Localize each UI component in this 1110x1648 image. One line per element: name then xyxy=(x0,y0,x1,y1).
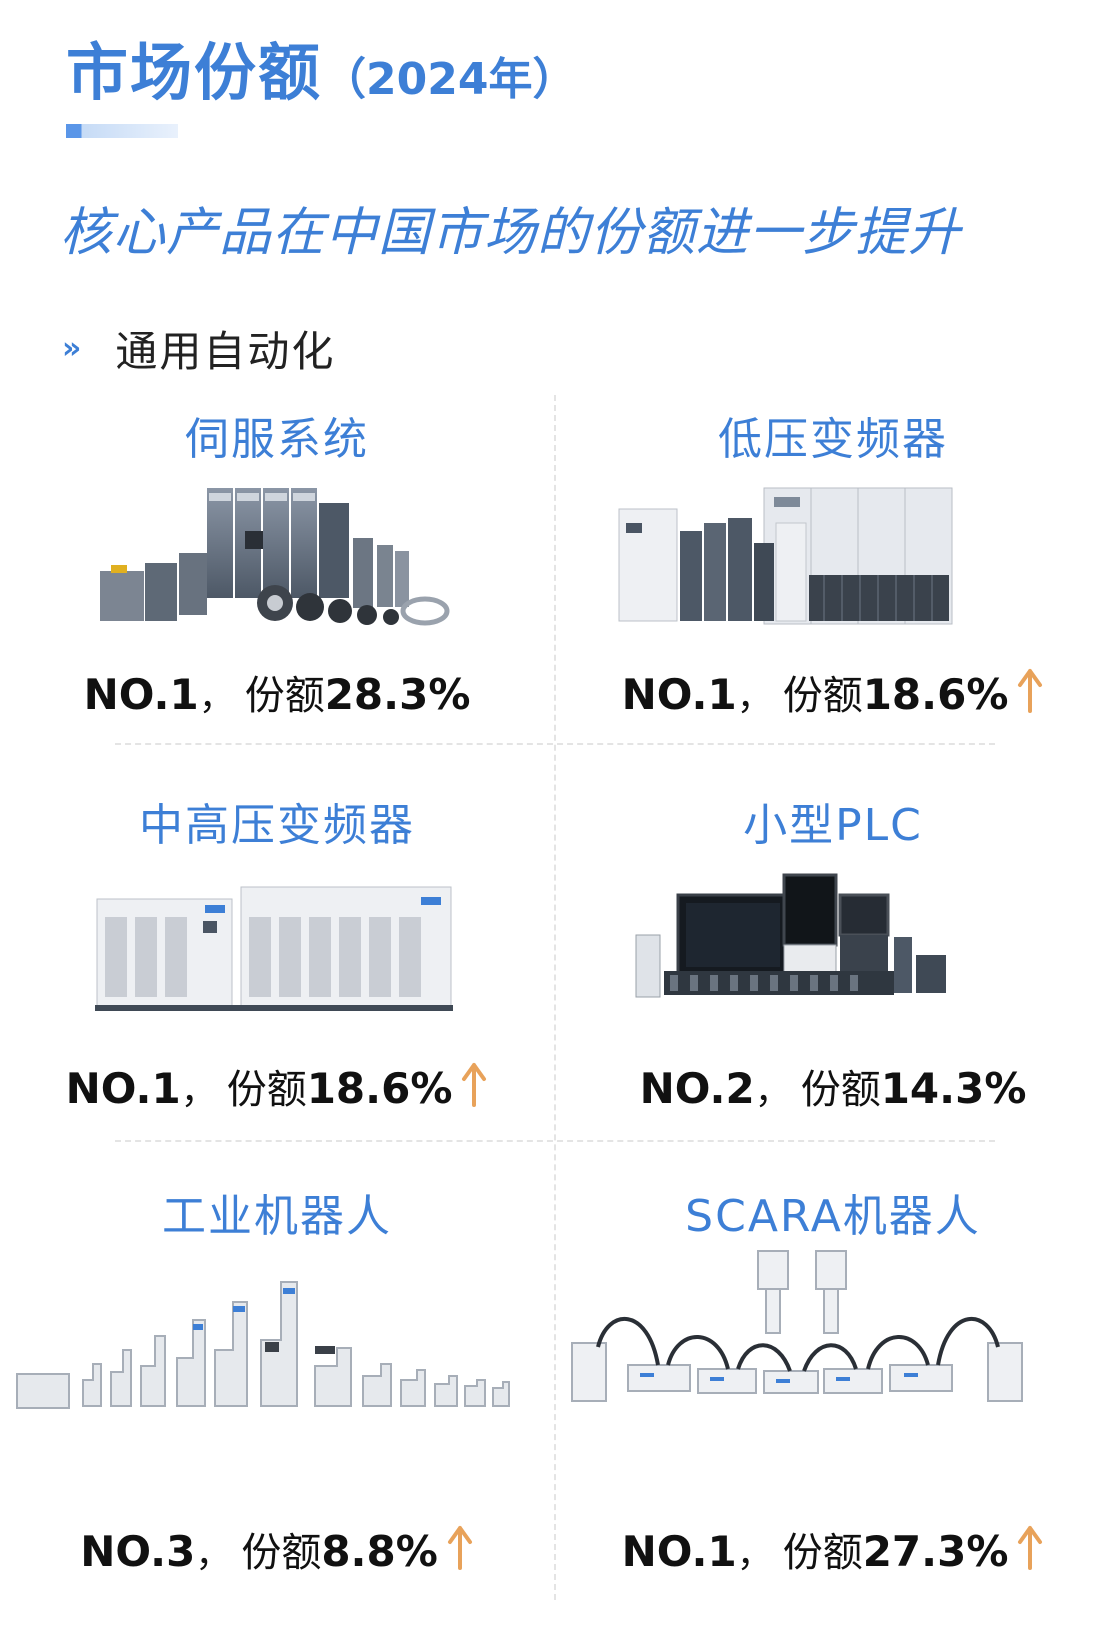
product-title: 工业机器人 xyxy=(162,1191,392,1242)
share-value: 14.3% xyxy=(880,1064,1027,1113)
rank-label: NO.1 xyxy=(621,670,737,719)
rank-label: NO.1 xyxy=(83,670,199,719)
product-card-low-voltage-inverter: 低压变频器 NO.1， 份额18.6% xyxy=(556,395,1110,743)
product-stat: NO.1， 份额28.3% xyxy=(83,670,471,719)
product-card-servo: 伺服系统 xyxy=(0,395,554,743)
share-value: 18.6% xyxy=(306,1064,453,1113)
share-value: 8.8% xyxy=(321,1527,438,1576)
rank-label: NO.1 xyxy=(65,1064,181,1113)
share-value: 28.3% xyxy=(324,670,471,719)
product-card-small-plc: 小型PLC xyxy=(556,745,1110,1140)
share-label: 份额 xyxy=(782,673,863,719)
share-label: 份额 xyxy=(800,1067,881,1113)
product-title: 小型PLC xyxy=(743,800,923,851)
rank-label: NO.3 xyxy=(80,1527,196,1576)
share-label: 份额 xyxy=(782,1530,863,1576)
grid-horizontal-divider xyxy=(115,1140,995,1142)
product-stat: NO.1， 份额18.6% xyxy=(556,663,1110,721)
trend-up-arrow-icon xyxy=(447,1526,472,1570)
product-title: 伺服系统 xyxy=(185,414,369,465)
share-label: 份额 xyxy=(244,673,325,719)
scara-robot-image xyxy=(571,1250,1023,1402)
double-chevron-icon: » xyxy=(62,331,82,366)
page-subtitle: 核心产品在中国市场的份额进一步提升 xyxy=(60,203,962,263)
grid-horizontal-divider xyxy=(115,743,995,745)
grid-vertical-divider xyxy=(554,395,556,1600)
rank-label: NO.2 xyxy=(639,1064,755,1113)
section-label: 通用自动化 xyxy=(115,327,336,376)
product-title: 低压变频器 xyxy=(718,414,948,465)
product-stat: NO.3， 份额8.8% xyxy=(0,1520,554,1578)
trend-up-arrow-icon xyxy=(1018,669,1043,713)
share-label: 份额 xyxy=(241,1530,322,1576)
product-card-mv-inverter: 中高压变频器 NO.1， 份额18.6% xyxy=(0,745,554,1140)
small-plc-image xyxy=(635,873,946,998)
product-card-scara-robot: SCARA机器人 xyxy=(556,1142,1110,1602)
rank-label: NO.1 xyxy=(621,1527,737,1576)
page-title: 市场份额 xyxy=(66,36,323,109)
product-title: 中高压变频器 xyxy=(139,800,415,851)
section-heading: » 通用自动化 xyxy=(62,318,335,379)
industrial-robot-image xyxy=(16,1281,510,1409)
trend-up-arrow-icon xyxy=(1018,1526,1043,1570)
title-underline-bar xyxy=(66,124,178,138)
trend-up-arrow-icon xyxy=(462,1063,487,1107)
share-value: 27.3% xyxy=(862,1527,1009,1576)
page-title-row: 市场份额 （2024年） xyxy=(66,22,576,112)
product-stat: NO.1， 份额18.6% xyxy=(0,1057,554,1115)
servo-system-image xyxy=(100,488,450,626)
share-value: 18.6% xyxy=(862,670,1009,719)
low-voltage-inverter-image xyxy=(618,487,953,625)
product-title: SCARA机器人 xyxy=(685,1191,981,1242)
share-label: 份额 xyxy=(226,1067,307,1113)
mv-inverter-image xyxy=(95,886,453,1011)
product-stat: NO.1， 份额27.3% xyxy=(556,1520,1110,1578)
product-card-industrial-robot: 工业机器人 xyxy=(0,1142,554,1602)
page-title-year: （2024年） xyxy=(322,54,577,105)
product-stat: NO.2， 份额14.3% xyxy=(639,1064,1027,1113)
product-grid: 伺服系统 xyxy=(0,395,1110,1625)
